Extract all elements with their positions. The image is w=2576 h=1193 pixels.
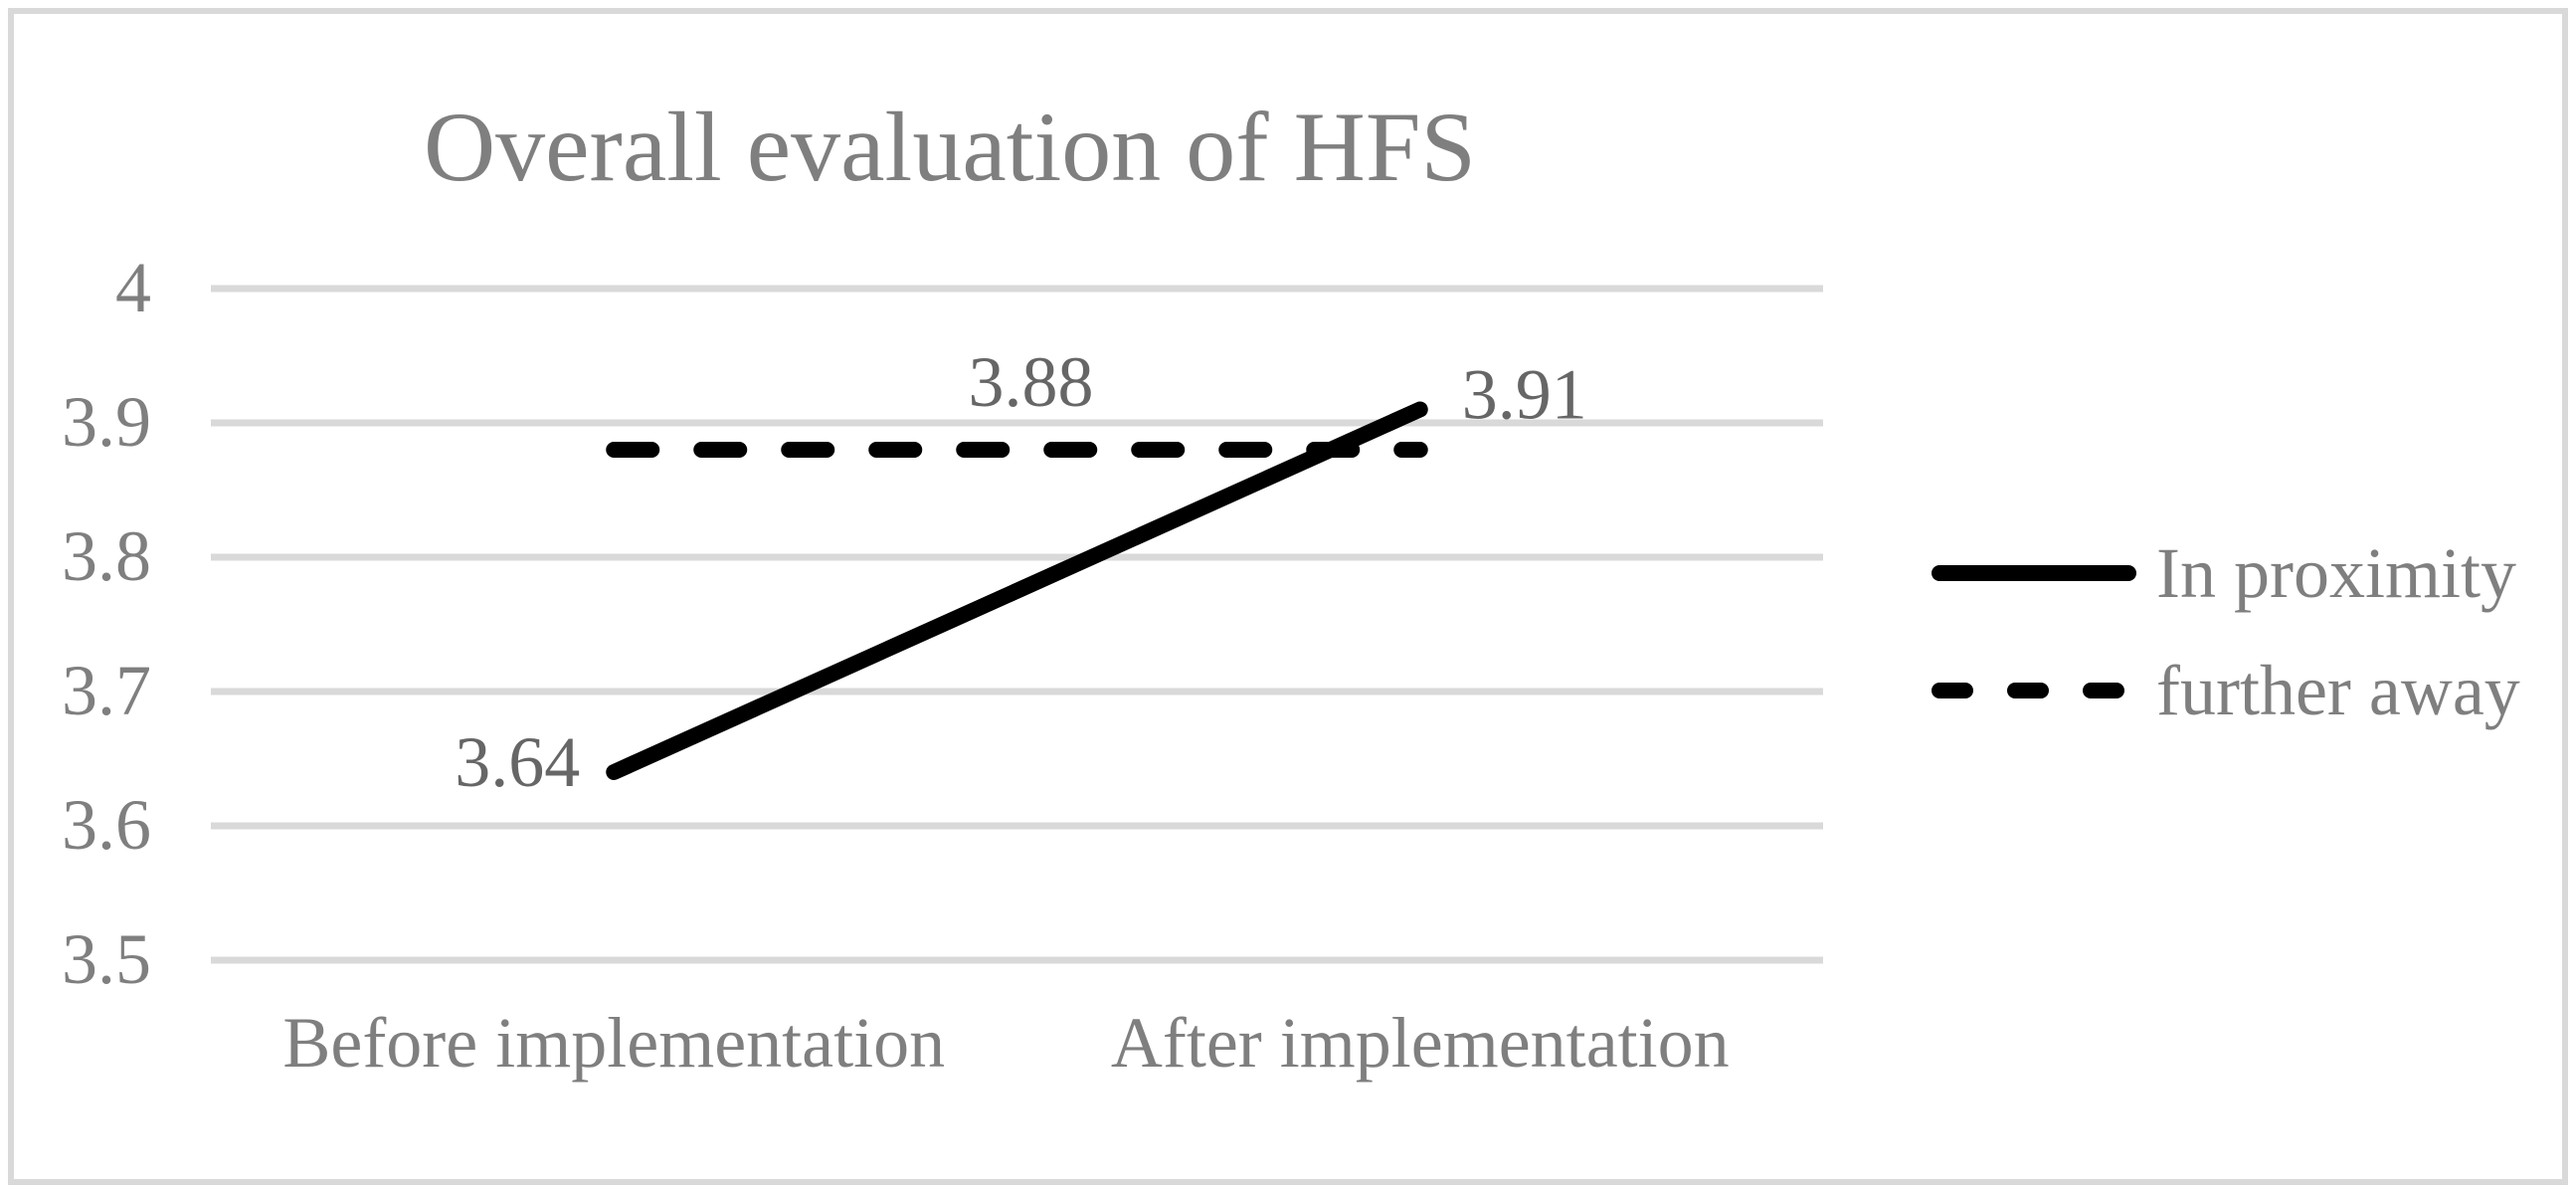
legend-dashed-line-swatch (1932, 683, 2136, 698)
series-line-in-proximity (606, 401, 1428, 780)
y-tick-label: 3.6 (62, 785, 151, 865)
data-label: 3.64 (455, 722, 580, 802)
legend-solid-line-swatch (1932, 565, 2136, 581)
data-labels-group: 3.64 3.91 3.88 (455, 342, 1587, 802)
legend: In proximity further away (1930, 537, 2520, 772)
y-tick-label: 3.7 (62, 651, 151, 730)
data-label: 3.88 (969, 342, 1094, 422)
series-lines-group (606, 401, 1428, 780)
legend-item-further-away: further away (1930, 655, 2520, 726)
y-tick-label: 3.9 (62, 382, 151, 462)
legend-label: further away (2156, 651, 2520, 730)
chart-title: Overall evaluation of HFS (423, 92, 1477, 202)
data-label: 3.91 (1462, 355, 1587, 435)
gridlines-group (211, 285, 1823, 964)
y-axis-tick-labels-group: 4 3.9 3.8 3.7 3.6 3.5 (62, 248, 151, 999)
y-tick-label: 3.8 (62, 516, 151, 596)
y-tick-label: 4 (115, 248, 151, 327)
x-category-label: Before implementation (282, 1003, 945, 1083)
legend-label: In proximity (2156, 533, 2516, 613)
legend-item-in-proximity: In proximity (1930, 537, 2520, 609)
x-category-label: After implementation (1111, 1003, 1730, 1083)
y-tick-label: 3.5 (62, 919, 151, 999)
x-axis-category-labels-group: Before implementation After implementatio… (282, 1003, 1729, 1083)
